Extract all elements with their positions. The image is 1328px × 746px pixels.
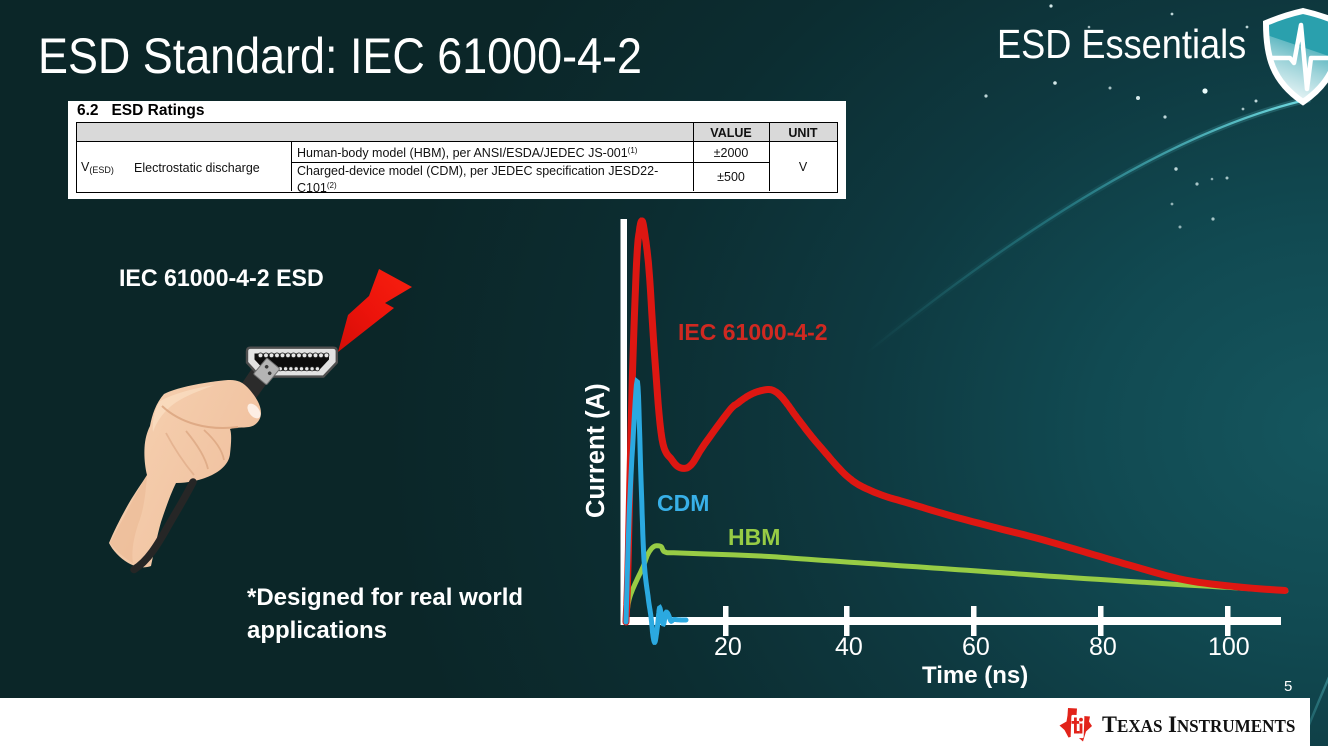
svg-text:40: 40 [835,633,863,661]
svg-text:Time (ns): Time (ns) [922,662,1028,689]
svg-text:20: 20 [714,633,742,661]
svg-text:80: 80 [1089,633,1117,661]
svg-text:CDM: CDM [657,490,709,516]
svg-text:100: 100 [1208,633,1250,661]
svg-text:HBM: HBM [728,524,780,550]
svg-text:60: 60 [962,633,990,661]
svg-text:Current (A): Current (A) [582,383,610,518]
svg-text:IEC 61000-4-2: IEC 61000-4-2 [678,319,828,345]
